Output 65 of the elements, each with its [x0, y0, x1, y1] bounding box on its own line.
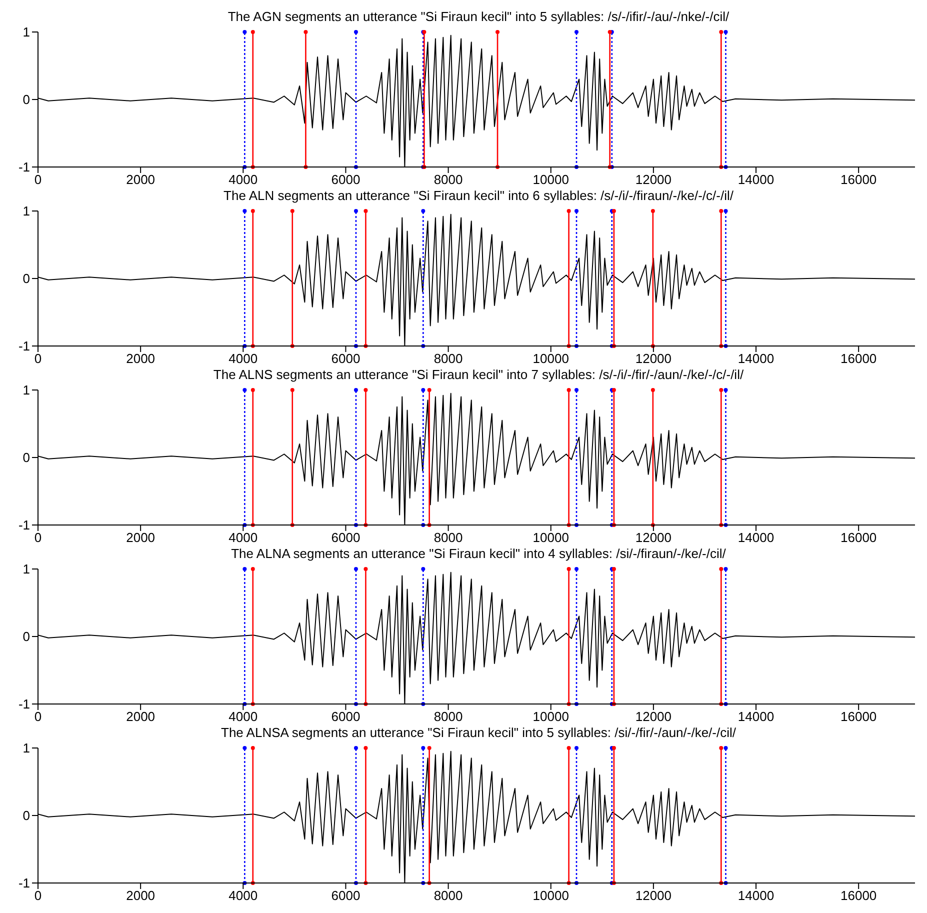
x-tick-label: 16000	[840, 709, 877, 724]
x-tick-label: 12000	[635, 530, 672, 546]
y-tick-label: -1	[18, 338, 30, 354]
x-tick-label: 10000	[532, 888, 569, 904]
x-tick-label: 4000	[228, 888, 258, 904]
x-tick-label: 8000	[434, 172, 463, 188]
x-tick-label: 6000	[331, 888, 360, 904]
x-tick-label: 10000	[532, 351, 569, 366]
x-tick-label: 2000	[126, 888, 156, 904]
x-tick-label: 4000	[228, 709, 258, 724]
x-tick-label: 10000	[532, 709, 569, 724]
x-tick-label: 0	[34, 351, 42, 366]
x-tick-label: 12000	[635, 351, 672, 366]
x-tick-label: 10000	[532, 172, 569, 188]
x-tick-label: 2000	[126, 709, 156, 724]
chart-title: The ALNS segments an utterance "Si Firaun kecil" into 7 syllables: /s/-/i/-/fir/-/aun/-/ke/-/c/-/il/	[212, 366, 745, 384]
x-tick-label: 2000	[126, 351, 156, 366]
x-tick-label: 8000	[434, 888, 463, 904]
x-tick-label: 6000	[331, 172, 360, 188]
y-tick-label: 0	[22, 808, 30, 824]
x-tick-label: 0	[34, 530, 42, 546]
y-tick-label: 0	[22, 92, 30, 108]
chart-title: The ALNA segments an utterance "Si Firaun kecil" into 4 syllables: /si/-/firaun/-/ke/-/cil/	[230, 545, 727, 563]
y-tick-label: -1	[18, 518, 30, 533]
y-tick-label: 0	[22, 271, 30, 286]
x-tick-label: 6000	[331, 709, 360, 724]
x-tick-label: 8000	[434, 709, 463, 724]
chart-title: The ALN segments an utterance "Si Firaun kecil" into 6 syllables: /s/-/i/-/firaun/-/ke/-/c/-/il/	[222, 187, 734, 205]
x-tick-label: 0	[34, 709, 42, 724]
y-tick-label: 1	[22, 562, 30, 577]
x-tick-label: 6000	[331, 530, 360, 546]
y-tick-label: 0	[22, 629, 30, 644]
x-tick-label: 12000	[635, 709, 672, 724]
y-tick-label: 1	[22, 382, 30, 398]
x-tick-label: 0	[34, 888, 42, 904]
x-tick-label: 12000	[635, 888, 672, 904]
x-tick-label: 14000	[738, 172, 774, 188]
x-tick-label: 0	[34, 172, 42, 188]
y-tick-label: -1	[18, 160, 30, 175]
y-tick-label: 1	[22, 24, 30, 40]
x-tick-label: 16000	[840, 530, 877, 546]
x-tick-label: 2000	[126, 172, 156, 188]
x-tick-label: 14000	[738, 888, 774, 904]
x-tick-label: 8000	[434, 530, 463, 546]
x-tick-label: 4000	[228, 351, 258, 366]
x-tick-label: 2000	[126, 530, 156, 546]
y-tick-label: 0	[22, 450, 30, 466]
x-tick-label: 14000	[738, 709, 774, 724]
x-tick-label: 14000	[738, 351, 774, 366]
x-tick-label: 4000	[228, 530, 258, 546]
y-tick-label: 1	[22, 204, 30, 219]
y-tick-label: -1	[18, 696, 30, 712]
chart-title: The AGN segments an utterance "Si Firaun kecil" into 5 syllables: /s/-/ifir/-/au/-/nke/-/cil/	[226, 8, 730, 26]
y-tick-label: 1	[22, 740, 30, 756]
x-tick-label: 10000	[532, 530, 569, 546]
x-tick-label: 6000	[331, 351, 360, 366]
x-tick-label: 16000	[840, 172, 877, 188]
chart-title: The ALNSA segments an utterance "Si Firaun kecil" into 5 syllables: /si/-/fir/-/aun/-/ke/-/cil/	[220, 724, 737, 742]
x-tick-label: 8000	[434, 351, 463, 366]
x-tick-label: 12000	[635, 172, 672, 188]
y-tick-label: -1	[18, 876, 30, 891]
x-tick-label: 14000	[738, 530, 774, 546]
x-tick-label: 16000	[840, 351, 877, 366]
x-tick-label: 16000	[840, 888, 877, 904]
x-tick-label: 4000	[228, 172, 258, 188]
